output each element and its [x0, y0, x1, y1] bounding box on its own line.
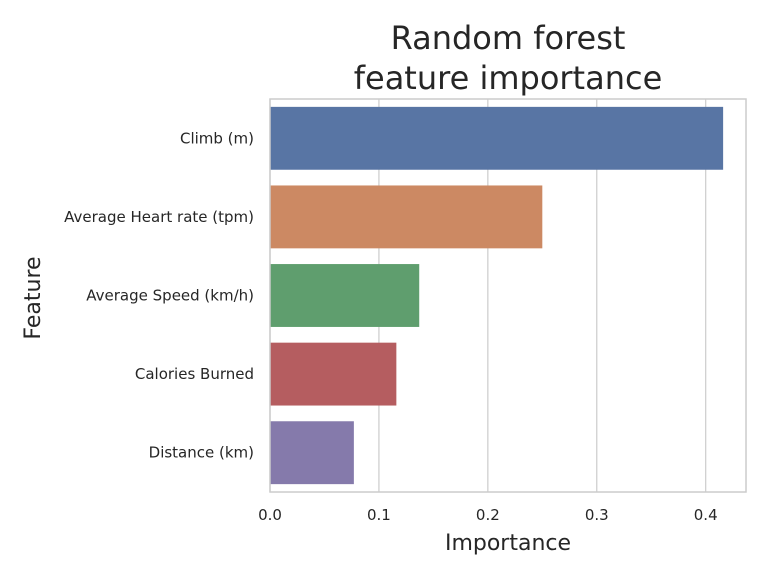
- plot-frame: [269, 98, 747, 493]
- y-tick-labels: Climb (m) Average Heart rate (tpm) Average…: [64, 129, 254, 461]
- chart-title-line-2: feature importance: [354, 59, 663, 97]
- x-axis-label: Importance: [445, 531, 571, 556]
- y-tick-label: Average Speed (km/h): [86, 287, 254, 305]
- x-tick-label: 0.2: [476, 506, 500, 524]
- x-tick-label: 0.4: [694, 506, 718, 524]
- x-tick-label: 0.0: [258, 506, 282, 524]
- y-tick-label: Calories Burned: [135, 365, 254, 383]
- x-tick-label: 0.3: [585, 506, 609, 524]
- bar: [270, 185, 543, 249]
- bar: [270, 421, 354, 485]
- chart-title-line-1: Random forest: [391, 19, 626, 57]
- y-axis-label: Feature: [21, 256, 46, 339]
- y-tick-label: Average Heart rate (tpm): [64, 208, 254, 226]
- x-tick-label: 0.1: [367, 506, 391, 524]
- bar: [270, 106, 724, 170]
- bar: [270, 342, 397, 406]
- x-tick-labels: 0.0 0.1 0.2 0.3 0.4: [258, 506, 718, 524]
- y-tick-label: Distance (km): [149, 444, 254, 462]
- bars: [270, 106, 724, 485]
- plot-border: [269, 98, 747, 493]
- bar: [270, 264, 420, 327]
- y-tick-label: Climb (m): [180, 129, 254, 147]
